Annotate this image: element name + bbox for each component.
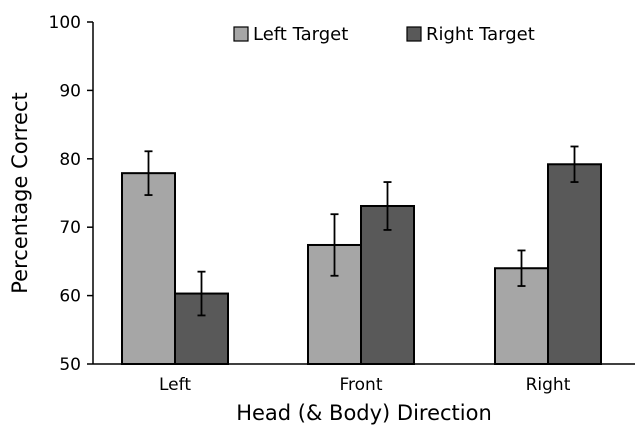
legend: Left Target Right Target (233, 24, 535, 45)
y-tick-label-50: 50 (59, 355, 81, 375)
error-bar-left-target-front (330, 213, 339, 277)
error-bar-right-target-front (383, 181, 392, 231)
y-tick-label-60: 60 (59, 287, 81, 307)
x-axis-title: Head (& Body) Direction (236, 401, 492, 425)
x-category-label-left: Left (159, 375, 191, 395)
error-bars-layer (144, 145, 579, 317)
bars-layer (121, 163, 602, 366)
y-tick-label-100: 100 (49, 13, 81, 33)
x-category-label-front: Front (340, 375, 383, 395)
legend-swatch-left-target (233, 26, 249, 42)
legend-label-left-target: Left Target (253, 24, 348, 45)
y-ticks-layer: 50 60 70 80 90 100 (49, 13, 93, 375)
bar-right-target-right (547, 163, 602, 365)
legend-label-right-target: Right Target (426, 24, 535, 45)
error-bar-left-target-right (517, 249, 526, 287)
x-category-label-right: Right (526, 375, 571, 395)
error-bar-left-target-left (144, 150, 153, 196)
y-tick-label-70: 70 (59, 218, 81, 238)
y-tick-label-80: 80 (59, 150, 81, 170)
legend-swatch-right-target (406, 26, 422, 42)
bar-left-target-left (121, 172, 176, 365)
y-tick-label-90: 90 (59, 81, 81, 101)
error-bar-right-target-right (570, 145, 579, 183)
error-bar-right-target-left (197, 270, 206, 317)
y-axis-title: Percentage Correct (8, 92, 32, 293)
